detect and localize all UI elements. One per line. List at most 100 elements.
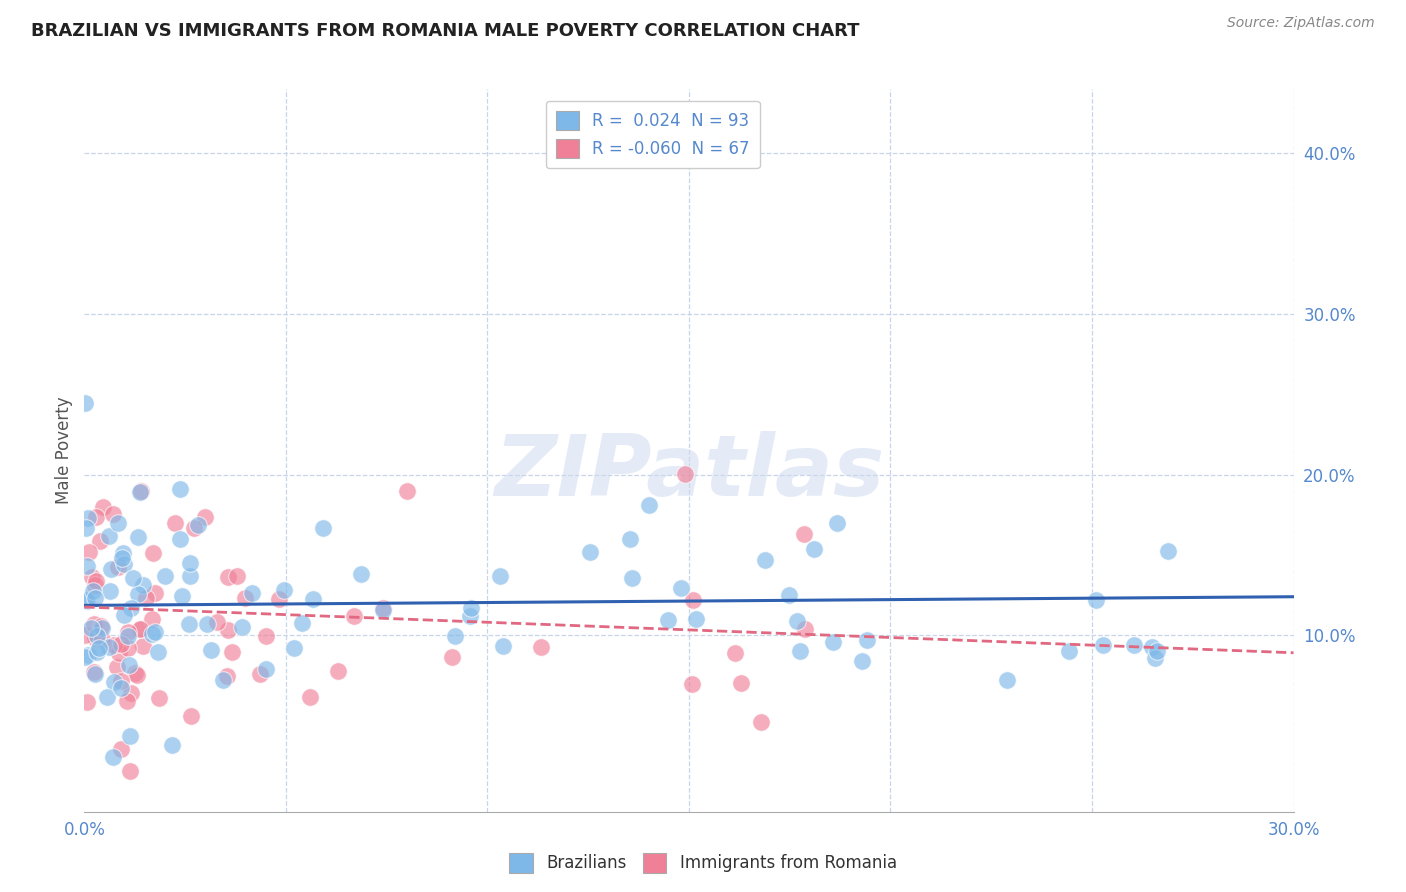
Point xyxy=(84,578,107,592)
Legend: Brazilians, Immigrants from Romania: Brazilians, Immigrants from Romania xyxy=(502,847,904,880)
Point xyxy=(82,583,104,598)
Point xyxy=(112,546,135,560)
Point xyxy=(84,509,107,524)
Point xyxy=(110,637,132,651)
Point xyxy=(856,632,879,647)
Point xyxy=(107,560,129,574)
Point xyxy=(118,657,141,672)
Point xyxy=(1143,650,1166,665)
Point xyxy=(128,485,150,500)
Point xyxy=(145,625,167,640)
Point xyxy=(685,612,707,626)
Point xyxy=(301,591,323,606)
Point xyxy=(441,649,464,664)
Point xyxy=(141,627,163,641)
Point xyxy=(87,640,110,655)
Point xyxy=(86,645,108,659)
Point xyxy=(460,600,482,615)
Point xyxy=(91,500,114,514)
Point xyxy=(681,677,703,691)
Point xyxy=(671,582,693,596)
Point xyxy=(110,741,132,756)
Point xyxy=(273,582,295,597)
Point xyxy=(86,629,108,643)
Point xyxy=(619,532,641,546)
Point xyxy=(98,640,121,655)
Point xyxy=(194,509,217,524)
Point xyxy=(1157,543,1180,558)
Point xyxy=(118,764,141,778)
Point xyxy=(103,639,125,653)
Point xyxy=(103,675,125,690)
Point xyxy=(76,695,98,709)
Point xyxy=(724,646,747,660)
Point xyxy=(146,645,169,659)
Point xyxy=(83,616,105,631)
Point xyxy=(180,709,202,723)
Point xyxy=(117,641,139,656)
Point xyxy=(148,690,170,705)
Point xyxy=(240,586,263,600)
Point xyxy=(141,612,163,626)
Point xyxy=(207,615,229,629)
Point xyxy=(77,545,100,559)
Point xyxy=(169,532,191,546)
Point xyxy=(107,516,129,531)
Point xyxy=(75,593,97,607)
Point xyxy=(110,681,132,695)
Point xyxy=(128,622,150,636)
Point xyxy=(299,690,322,705)
Point xyxy=(120,600,142,615)
Point xyxy=(96,690,118,704)
Point xyxy=(1146,643,1168,657)
Point xyxy=(200,642,222,657)
Point xyxy=(217,570,239,584)
Point xyxy=(1057,643,1080,657)
Point xyxy=(129,622,152,636)
Legend: R =  0.024  N = 93, R = -0.060  N = 67: R = 0.024 N = 93, R = -0.060 N = 67 xyxy=(546,101,759,168)
Point xyxy=(179,568,201,582)
Point xyxy=(101,507,124,521)
Point xyxy=(530,640,553,655)
Point xyxy=(83,591,105,605)
Point xyxy=(444,629,467,643)
Point xyxy=(100,562,122,576)
Point xyxy=(326,664,349,678)
Point xyxy=(657,613,679,627)
Point xyxy=(77,510,100,524)
Point xyxy=(579,545,602,559)
Point xyxy=(84,632,107,646)
Point xyxy=(129,484,152,499)
Point xyxy=(127,587,149,601)
Point xyxy=(786,614,808,628)
Point xyxy=(76,559,98,574)
Point xyxy=(91,621,114,635)
Point xyxy=(179,556,201,570)
Point xyxy=(682,593,704,607)
Point xyxy=(373,602,395,616)
Point xyxy=(793,527,815,541)
Point xyxy=(101,750,124,764)
Point xyxy=(179,616,201,631)
Point xyxy=(231,620,253,634)
Point xyxy=(142,546,165,560)
Point xyxy=(77,648,100,662)
Point xyxy=(110,673,132,688)
Point xyxy=(1140,640,1163,655)
Point xyxy=(851,654,873,668)
Point xyxy=(267,591,290,606)
Point xyxy=(342,609,364,624)
Point xyxy=(256,662,278,676)
Point xyxy=(153,569,176,583)
Point xyxy=(789,644,811,658)
Point xyxy=(1091,638,1114,652)
Point xyxy=(112,607,135,622)
Text: Source: ZipAtlas.com: Source: ZipAtlas.com xyxy=(1227,16,1375,30)
Point xyxy=(105,659,128,673)
Point xyxy=(75,628,97,642)
Point xyxy=(778,588,800,602)
Point xyxy=(80,570,103,584)
Point xyxy=(254,629,277,643)
Point xyxy=(803,541,825,556)
Point xyxy=(637,498,659,512)
